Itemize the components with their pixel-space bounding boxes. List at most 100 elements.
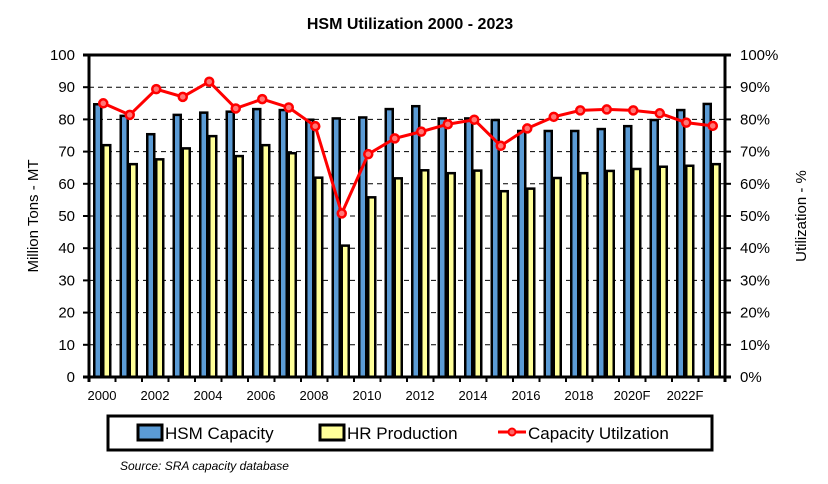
bar-hsm-capacity: [252, 107, 262, 379]
utilization-point: [283, 102, 294, 113]
y-tick-label: 70: [58, 144, 75, 161]
bar-hsm-capacity: [596, 127, 606, 379]
x-tick-label: 2016: [512, 388, 541, 403]
gridlines: [89, 86, 725, 346]
tick-labels: 0 10 20 30 40 50 60 70 80 90 100 0% 10% 20% 30% 40% 50% 6…: [50, 47, 778, 403]
bar-hsm-capacity: [676, 108, 686, 379]
legend-label-hsm-capacity: HSM Capacity: [165, 424, 274, 443]
utilization-point: [575, 105, 586, 116]
utilization-point: [124, 109, 135, 121]
bar-hsm-capacity: [623, 124, 633, 379]
bar-hr-production: [128, 162, 138, 379]
bar-hr-production: [446, 171, 456, 379]
x-tick-label: 2002: [141, 388, 170, 403]
legend: HSM Capacity HR Production Capacity Util…: [106, 414, 714, 452]
utilization-point: [654, 108, 665, 119]
bars: [93, 102, 721, 379]
utilization-line: [98, 76, 718, 219]
utilization-point: [98, 98, 109, 109]
y-tick-label: 90: [58, 79, 75, 96]
source-note: Source: SRA capacity database: [120, 459, 289, 473]
bar-hr-production: [473, 169, 483, 379]
y2-tick-label: 10%: [740, 337, 770, 354]
utilization-point: [336, 208, 347, 219]
bar-hr-production: [393, 177, 403, 379]
bar-hr-production: [605, 169, 615, 379]
utilization-point: [363, 148, 374, 160]
bar-hsm-capacity: [146, 132, 156, 379]
bar-hr-production: [287, 151, 297, 379]
utilization-point: [389, 133, 400, 144]
bar-hsm-capacity: [411, 104, 421, 379]
bar-hr-production: [552, 176, 562, 379]
y-tick-label: 80: [58, 111, 75, 128]
y2-axis-label: Utilization - %: [793, 170, 810, 262]
y2-tick-label: 20%: [740, 305, 770, 322]
y2-tick-label: 0%: [740, 369, 762, 386]
utilization-point: [681, 117, 692, 128]
utilization-point: [469, 114, 480, 125]
utilization-point: [442, 118, 453, 130]
bar-hsm-capacity: [225, 110, 235, 379]
y-tick-label: 30: [58, 272, 75, 289]
y2-tick-label: 70%: [740, 144, 770, 161]
y2-tick-label: 30%: [740, 272, 770, 289]
bar-hr-production: [367, 196, 377, 379]
y-tick-label: 20: [58, 305, 75, 322]
bar-hsm-capacity: [570, 129, 580, 379]
y2-tick-label: 90%: [740, 79, 770, 96]
bar-hsm-capacity: [93, 103, 103, 379]
x-tick-label: 2022F: [667, 388, 704, 403]
bar-hsm-capacity: [517, 129, 527, 379]
y-tick-label: 60: [58, 176, 75, 193]
bar-hr-production: [499, 189, 509, 379]
legend-swatch-marker: [507, 427, 517, 437]
utilization-point: [628, 105, 639, 116]
bar-hr-production: [208, 134, 218, 379]
bar-hr-production: [102, 143, 112, 379]
bar-hr-production: [658, 165, 668, 379]
utilization-point: [204, 76, 215, 87]
legend-label-hr-production: HR Production: [347, 424, 458, 443]
bar-hsm-capacity: [199, 111, 209, 379]
bar-hr-production: [261, 143, 271, 379]
utilization-line-path: [102, 79, 713, 218]
bar-hr-production: [155, 158, 165, 379]
utilization-point: [495, 140, 506, 152]
x-tick-label: 2020F: [614, 388, 651, 403]
utilization-point: [548, 111, 559, 123]
y2-tick-label: 60%: [740, 176, 770, 193]
bar-hr-production: [685, 164, 695, 379]
y2-tick-label: 50%: [740, 208, 770, 225]
bar-hsm-capacity: [384, 107, 394, 379]
bar-hsm-capacity: [649, 118, 659, 379]
x-tick-label: 2012: [406, 388, 435, 403]
bar-hr-production: [181, 147, 191, 379]
y-tick-label: 50: [58, 208, 75, 225]
bar-hsm-capacity: [172, 113, 182, 379]
bar-hsm-capacity: [305, 118, 315, 379]
x-tick-label: 2018: [565, 388, 594, 403]
bar-hsm-capacity: [464, 117, 474, 379]
y-tick-label: 10: [58, 337, 75, 354]
y2-tick-label: 80%: [740, 111, 770, 128]
legend-swatch-hr-production: [318, 423, 346, 442]
utilization-point: [151, 83, 162, 95]
bar-hr-production: [526, 187, 536, 379]
y-tick-label: 0: [67, 369, 75, 386]
utilization-point: [310, 120, 321, 132]
utilization-point: [601, 104, 612, 115]
x-tick-label: 2010: [353, 388, 382, 403]
x-tick-label: 2008: [300, 388, 329, 403]
bar-hsm-capacity: [331, 117, 341, 379]
bar-hsm-capacity: [543, 129, 553, 379]
bar-hr-production: [234, 154, 244, 379]
x-tick-label: 2004: [194, 388, 223, 403]
bar-hsm-capacity: [119, 114, 129, 379]
bar-hsm-capacity: [702, 102, 712, 379]
legend-box: [106, 414, 714, 452]
x-tick-label: 2006: [247, 388, 276, 403]
bar-hsm-capacity: [437, 117, 447, 379]
y-tick-label: 100: [50, 47, 75, 64]
